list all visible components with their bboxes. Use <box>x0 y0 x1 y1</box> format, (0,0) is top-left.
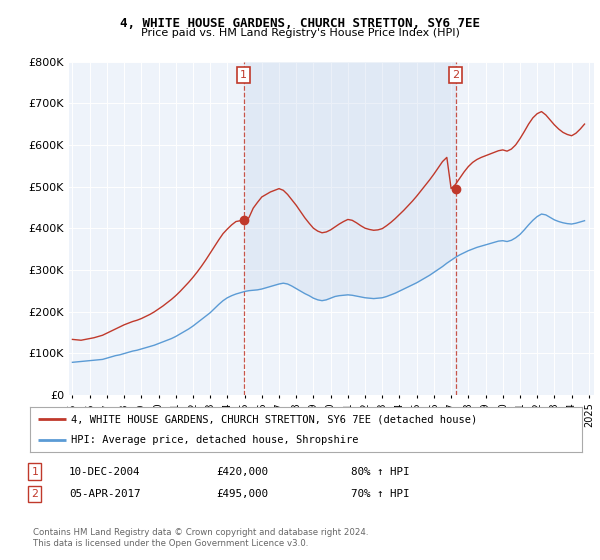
Text: Price paid vs. HM Land Registry's House Price Index (HPI): Price paid vs. HM Land Registry's House … <box>140 28 460 38</box>
Text: 2: 2 <box>452 70 460 80</box>
Text: 1: 1 <box>31 466 38 477</box>
Text: 2: 2 <box>31 489 38 499</box>
Text: 4, WHITE HOUSE GARDENS, CHURCH STRETTON, SY6 7EE (detached house): 4, WHITE HOUSE GARDENS, CHURCH STRETTON,… <box>71 414 478 424</box>
Text: 80% ↑ HPI: 80% ↑ HPI <box>351 466 409 477</box>
Text: £420,000: £420,000 <box>216 466 268 477</box>
Text: 70% ↑ HPI: 70% ↑ HPI <box>351 489 409 499</box>
Text: Contains HM Land Registry data © Crown copyright and database right 2024.
This d: Contains HM Land Registry data © Crown c… <box>33 528 368 548</box>
Text: 10-DEC-2004: 10-DEC-2004 <box>69 466 140 477</box>
Text: HPI: Average price, detached house, Shropshire: HPI: Average price, detached house, Shro… <box>71 435 359 445</box>
Text: 1: 1 <box>240 70 247 80</box>
Text: 4, WHITE HOUSE GARDENS, CHURCH STRETTON, SY6 7EE: 4, WHITE HOUSE GARDENS, CHURCH STRETTON,… <box>120 17 480 30</box>
Text: 05-APR-2017: 05-APR-2017 <box>69 489 140 499</box>
Text: £495,000: £495,000 <box>216 489 268 499</box>
